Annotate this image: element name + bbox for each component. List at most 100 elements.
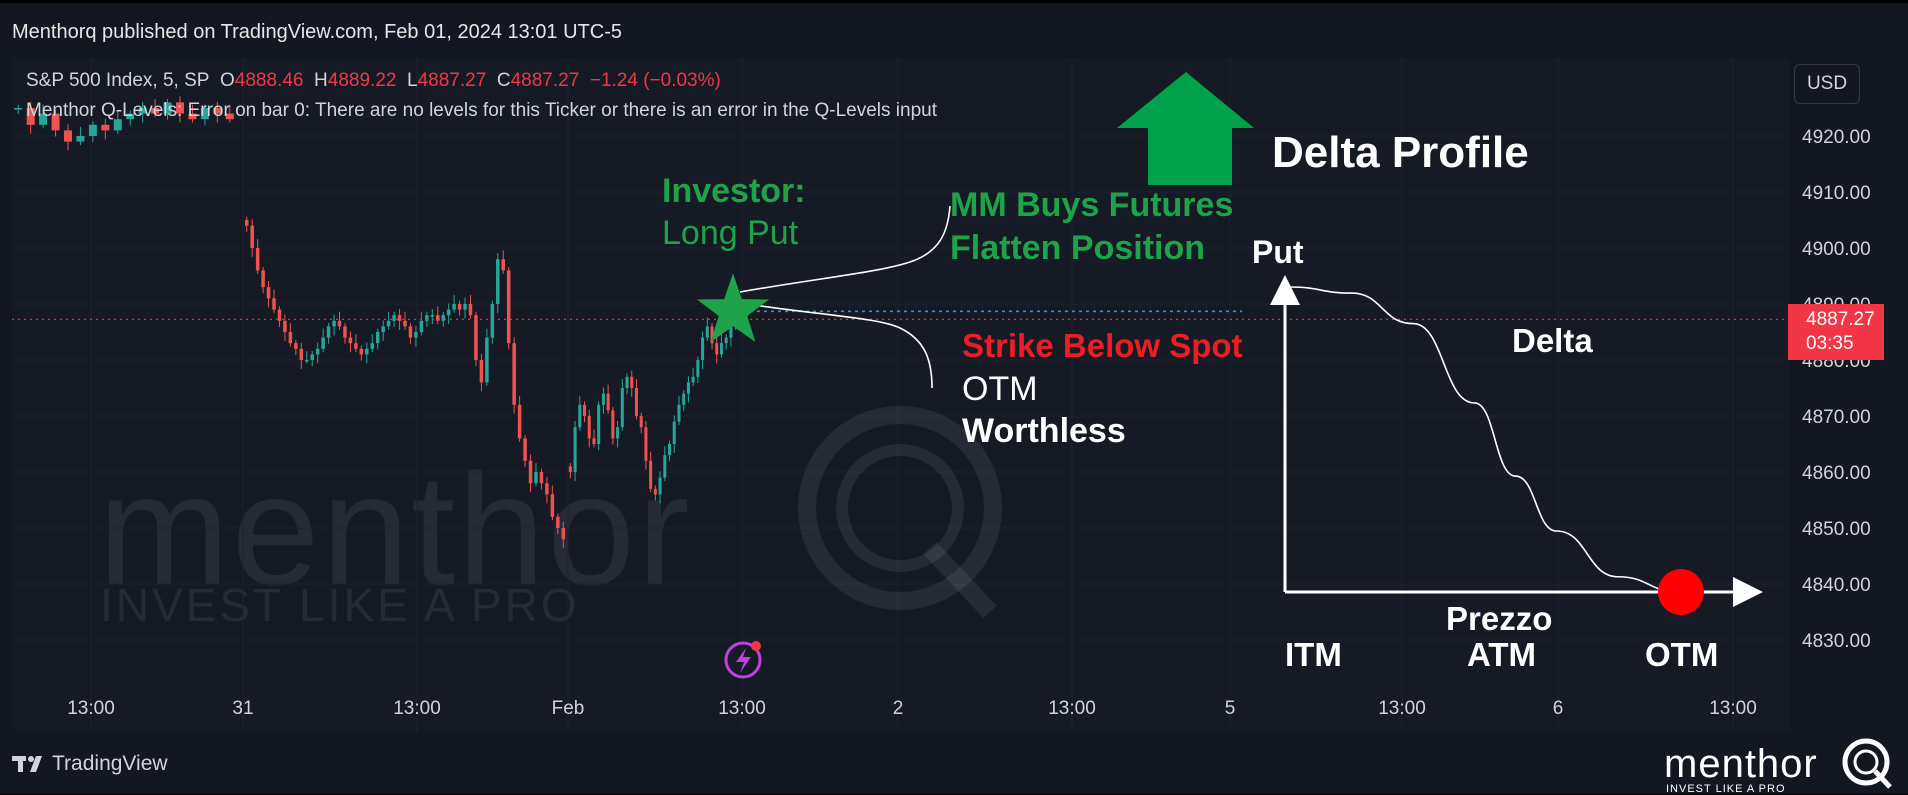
tradingview-icon bbox=[12, 756, 42, 772]
candle-body bbox=[701, 337, 705, 360]
candle-body bbox=[468, 304, 473, 316]
inset-otm-label: OTM bbox=[1645, 636, 1719, 673]
worthless-label: Worthless bbox=[962, 412, 1126, 450]
candle-body bbox=[126, 113, 135, 120]
candle-body bbox=[381, 326, 385, 332]
candle-body bbox=[568, 466, 572, 472]
candle-body bbox=[266, 287, 271, 299]
candle-body bbox=[696, 360, 700, 377]
candle-body bbox=[332, 320, 336, 327]
candle-body bbox=[299, 348, 304, 360]
candle-body bbox=[425, 315, 429, 321]
candle-body bbox=[550, 494, 555, 517]
candle-body bbox=[113, 119, 122, 131]
candle-body bbox=[430, 315, 435, 317]
candle-body bbox=[710, 326, 714, 344]
candle-body bbox=[485, 337, 489, 383]
tradingview-label: TradingView bbox=[52, 752, 168, 775]
candle-body bbox=[310, 354, 314, 360]
flatten-position-label: Flatten Position bbox=[950, 229, 1205, 267]
candle-body bbox=[403, 320, 407, 327]
candle-body bbox=[386, 320, 391, 327]
price-axis[interactable]: 4920.004910.004900.004890.004880.004870.… bbox=[1802, 127, 1871, 652]
candle-body bbox=[630, 376, 634, 388]
price-tick-label: 4840.00 bbox=[1802, 575, 1871, 596]
candle-body bbox=[501, 259, 505, 271]
green-up-arrow bbox=[1117, 72, 1254, 185]
inset-itm-label: ITM bbox=[1285, 636, 1342, 673]
menthor-logo: menthor INVEST LIKE A PRO bbox=[1664, 738, 1892, 795]
candle-body bbox=[375, 332, 380, 344]
candle-body bbox=[354, 343, 358, 349]
time-axis[interactable]: 13:00 31 13:00 Feb 13:00 2 13:00 5 13:00 6 13:00 bbox=[67, 698, 1757, 719]
candle-body bbox=[512, 343, 516, 405]
countdown-value: 03:35 bbox=[1806, 333, 1854, 354]
candle-body bbox=[639, 416, 643, 428]
candle-body bbox=[677, 404, 681, 422]
candle-body bbox=[343, 326, 347, 338]
candle-body bbox=[414, 332, 418, 338]
candle-body bbox=[250, 225, 254, 248]
last-price-value: 4887.27 bbox=[1806, 309, 1875, 330]
time-tick-label: 13:00 bbox=[67, 698, 115, 719]
candle-body bbox=[213, 108, 222, 114]
candle-body bbox=[578, 404, 582, 428]
candle-body bbox=[644, 427, 648, 461]
candle-body bbox=[686, 382, 690, 394]
inset-atm-label: ATM bbox=[1467, 636, 1537, 673]
candle-body bbox=[672, 421, 676, 444]
candle-body bbox=[719, 343, 723, 355]
high-value: 4889.22 bbox=[327, 70, 397, 91]
time-tick-label: 13:00 bbox=[1048, 698, 1096, 719]
menthor-q-icon bbox=[1842, 738, 1892, 789]
inset-put-label: Put bbox=[1252, 234, 1304, 270]
candle-body bbox=[682, 393, 686, 405]
candle-body bbox=[337, 320, 342, 327]
candle-body bbox=[321, 337, 325, 349]
candle-body bbox=[315, 348, 320, 355]
low-value: 4887.27 bbox=[417, 70, 487, 91]
time-tick-label: 31 bbox=[232, 698, 253, 719]
price-tick-label: 4860.00 bbox=[1802, 463, 1871, 484]
candle-body bbox=[138, 108, 147, 114]
candle-body bbox=[528, 460, 533, 484]
candle-body bbox=[419, 320, 424, 332]
current-position-dot bbox=[1658, 569, 1704, 615]
published-by-text: Menthorq published on TradingView.com, F… bbox=[12, 21, 622, 43]
candle-body bbox=[283, 320, 287, 332]
low-label: L bbox=[407, 70, 418, 91]
candle-body bbox=[597, 404, 601, 444]
candle-body bbox=[490, 304, 495, 338]
candle-body bbox=[294, 343, 298, 349]
candle-body bbox=[561, 528, 566, 540]
close-value: 4887.27 bbox=[510, 70, 580, 91]
tradingview-logo[interactable]: TradingView bbox=[12, 752, 168, 776]
candle-body bbox=[539, 472, 544, 484]
currency-button[interactable]: USD bbox=[1794, 64, 1860, 104]
flash-icon[interactable] bbox=[724, 641, 762, 679]
candle-body bbox=[76, 136, 85, 142]
candle-body bbox=[255, 248, 260, 271]
candle-body bbox=[592, 438, 596, 444]
candle-body bbox=[715, 343, 719, 355]
candle-body bbox=[452, 304, 456, 310]
candle-body bbox=[326, 326, 331, 338]
candle-body bbox=[441, 315, 445, 321]
time-tick-label: Feb bbox=[552, 698, 585, 719]
candle-body bbox=[611, 410, 615, 439]
candle-body bbox=[365, 348, 369, 355]
candle-body bbox=[668, 444, 672, 456]
candle-body bbox=[705, 326, 709, 338]
time-tick-label: 13:00 bbox=[718, 698, 766, 719]
candle-body bbox=[244, 220, 249, 226]
candle-body bbox=[359, 348, 364, 355]
candle-body bbox=[534, 472, 538, 484]
candle-body bbox=[397, 315, 402, 321]
plot-area[interactable] bbox=[12, 58, 1790, 732]
change-value: −1.24 (−0.03%) bbox=[589, 70, 721, 91]
candle-body bbox=[272, 298, 276, 310]
last-price-tag: 4887.27 03:35 bbox=[1788, 304, 1884, 360]
candlestick-series[interactable] bbox=[14, 96, 738, 549]
time-tick-label: 13:00 bbox=[1709, 698, 1757, 719]
